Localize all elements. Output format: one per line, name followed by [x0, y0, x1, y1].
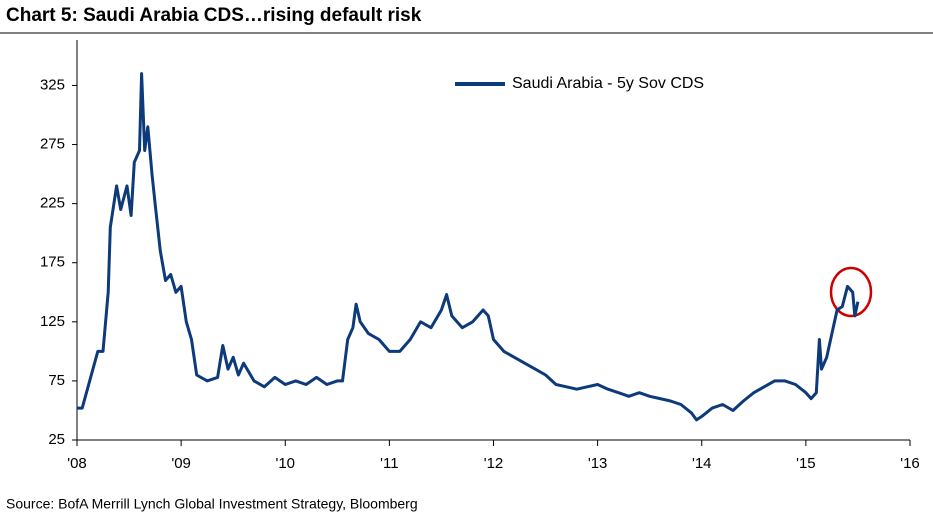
y-tick-label: 275 — [40, 136, 65, 153]
y-tick-label: 175 — [40, 254, 65, 271]
y-tick-label: 325 — [40, 76, 65, 93]
y-tick-label: 225 — [40, 195, 65, 212]
chart-title: Chart 5: Saudi Arabia CDS…rising default… — [6, 5, 422, 26]
x-tick-label: '16 — [900, 455, 920, 472]
x-tick-label: '12 — [484, 455, 504, 472]
source: Source: BofA Merrill Lynch Global Invest… — [6, 496, 418, 512]
highlight-circle — [829, 266, 873, 318]
x-tick-label: '11 — [380, 455, 398, 472]
x-tick-label: '09 — [171, 455, 191, 472]
x-tick-label: '08 — [67, 455, 87, 472]
series-line — [77, 72, 860, 422]
x-tick-label: '14 — [692, 455, 712, 472]
x-tick-label: '13 — [588, 455, 608, 472]
x-tick-label: '10 — [275, 455, 295, 472]
legend-label: Saudi Arabia - 5y Sov CDS — [512, 75, 704, 92]
y-tick-label: 125 — [40, 313, 65, 330]
y-tick-label: 25 — [48, 431, 65, 448]
x-tick-label: '15 — [796, 455, 816, 472]
y-tick-label: 75 — [48, 372, 65, 389]
